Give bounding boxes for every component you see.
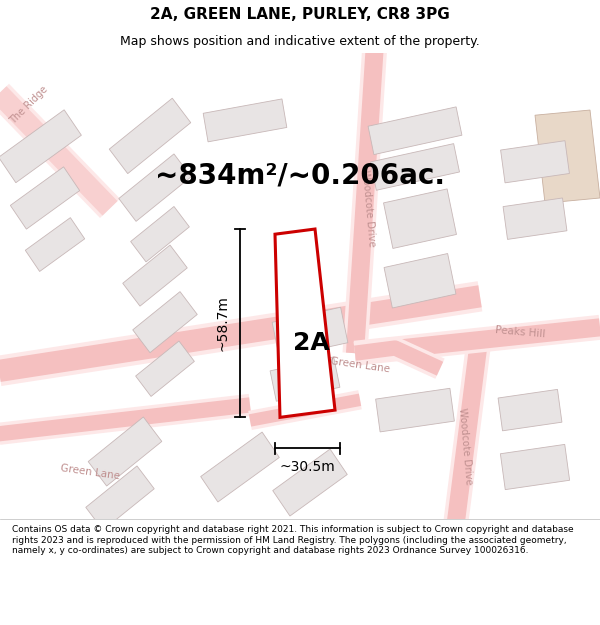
Polygon shape [383, 189, 457, 249]
Polygon shape [500, 141, 569, 183]
Polygon shape [131, 206, 190, 262]
Text: Green Lane: Green Lane [59, 463, 121, 481]
Polygon shape [270, 357, 340, 401]
Polygon shape [500, 444, 569, 489]
Text: Map shows position and indicative extent of the property.: Map shows position and indicative extent… [120, 35, 480, 48]
Polygon shape [10, 167, 80, 229]
Text: Woodcote Drive: Woodcote Drive [359, 169, 376, 248]
Polygon shape [119, 154, 191, 221]
Text: ~30.5m: ~30.5m [280, 460, 335, 474]
Polygon shape [203, 99, 287, 142]
Text: 2A: 2A [293, 331, 329, 356]
Polygon shape [123, 245, 187, 306]
Polygon shape [25, 217, 85, 271]
Text: Green Lane: Green Lane [329, 356, 391, 375]
Text: The Ridge: The Ridge [8, 84, 50, 126]
Text: Peaks Hill: Peaks Hill [494, 326, 545, 339]
Polygon shape [371, 144, 460, 190]
Polygon shape [0, 110, 82, 182]
Polygon shape [368, 107, 462, 154]
Text: Woodcote Drive: Woodcote Drive [457, 408, 473, 485]
Polygon shape [376, 388, 454, 432]
Polygon shape [273, 449, 347, 516]
Polygon shape [503, 198, 567, 239]
Text: ~834m²/~0.206ac.: ~834m²/~0.206ac. [155, 161, 445, 189]
Text: ~58.7m: ~58.7m [215, 295, 229, 351]
Polygon shape [86, 466, 154, 530]
Polygon shape [136, 341, 194, 396]
Polygon shape [272, 308, 348, 358]
Polygon shape [535, 110, 600, 203]
Text: 2A, GREEN LANE, PURLEY, CR8 3PG: 2A, GREEN LANE, PURLEY, CR8 3PG [150, 8, 450, 22]
Polygon shape [275, 229, 335, 418]
Polygon shape [0, 53, 600, 519]
Polygon shape [200, 432, 280, 502]
Text: Contains OS data © Crown copyright and database right 2021. This information is : Contains OS data © Crown copyright and d… [12, 525, 574, 555]
Polygon shape [133, 292, 197, 352]
Polygon shape [384, 254, 456, 308]
Polygon shape [109, 98, 191, 174]
Polygon shape [498, 389, 562, 431]
Polygon shape [88, 417, 162, 486]
